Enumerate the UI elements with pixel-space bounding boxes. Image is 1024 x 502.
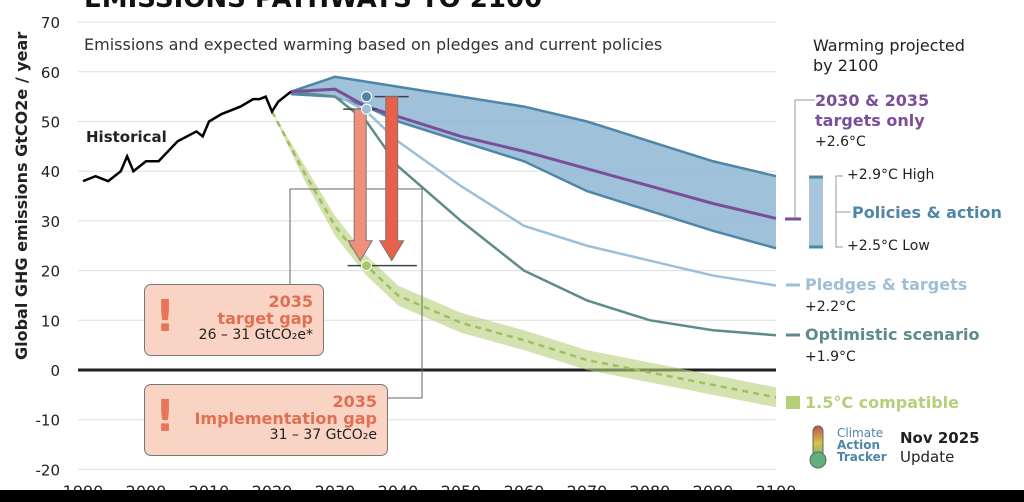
target-gap-arrow xyxy=(347,108,374,262)
c15-legend-swatch xyxy=(786,396,800,409)
chart-title: EMISSIONS PATHWAYS TO 2100 xyxy=(84,0,542,14)
legend-targets-label2: targets only xyxy=(815,111,925,130)
c15-line xyxy=(270,110,777,399)
legend-targets-label1: 2030 & 2035 xyxy=(815,91,930,110)
cat-logo: Climate Action Tracker xyxy=(837,426,887,464)
thermometer-bulb-icon xyxy=(809,451,827,469)
y-tick-label: 20 xyxy=(41,263,60,281)
chart-subtitle: Emissions and expected warming based on … xyxy=(84,35,663,54)
legend-pledges-value: +2.2°C xyxy=(805,299,856,315)
historical-label: Historical xyxy=(86,128,167,146)
targets-only-line xyxy=(290,87,777,220)
pledges-2035-marker xyxy=(361,103,372,115)
c15-band xyxy=(272,111,776,408)
implementation-gap-box: ! 2035 Implementation gap 31 – 37 GtCO₂e xyxy=(144,384,388,456)
legend-c15-label: 1.5°C compatible xyxy=(805,393,959,412)
legend-optimistic-value: +1.9°C xyxy=(805,349,856,365)
y-tick-label: 30 xyxy=(41,213,60,231)
legend-targets-value: +2.6°C xyxy=(815,134,866,150)
legend-header: Warming projected by 2100 xyxy=(813,36,965,75)
update-date: Nov 2025 Update xyxy=(900,429,980,466)
legend-optimistic-label: Optimistic scenario xyxy=(805,325,980,344)
target-gap-box: ! 2035 target gap 26 – 31 GtCO₂e* xyxy=(144,284,324,356)
y-tick-label: 70 xyxy=(41,14,60,32)
c15-2035-marker xyxy=(361,260,372,272)
legend-policies-label: Policies & action xyxy=(852,203,1002,222)
legend-policies-low: +2.5°C Low xyxy=(847,238,930,254)
y-tick-label: 10 xyxy=(41,312,60,330)
y-tick-label: 60 xyxy=(41,64,60,82)
legend-policies-high: +2.9°C High xyxy=(847,167,935,183)
y-tick-label: 40 xyxy=(41,163,60,181)
y-tick-label: 0 xyxy=(50,362,60,380)
pledges-line xyxy=(290,90,777,287)
exclamation-icon: ! xyxy=(155,291,176,342)
exclamation-icon: ! xyxy=(155,391,176,442)
legend-pledges-label: Pledges & targets xyxy=(805,275,968,294)
y-tick-label: -10 xyxy=(36,412,61,430)
historical-line xyxy=(82,90,292,183)
implementation-gap-arrow xyxy=(378,96,405,262)
policies-high-line xyxy=(290,75,777,178)
y-tick-label: 50 xyxy=(41,114,60,132)
y-axis-label: Global GHG emissions GtCO2e / year xyxy=(12,31,31,360)
y-tick-label: -20 xyxy=(36,461,61,479)
footer-bar xyxy=(0,490,1024,502)
policies-2035-marker xyxy=(361,91,372,103)
policies-range-bar xyxy=(809,176,823,248)
gap-connector xyxy=(289,188,423,399)
legend-targets: 2030 & 2035 targets only xyxy=(815,91,929,131)
